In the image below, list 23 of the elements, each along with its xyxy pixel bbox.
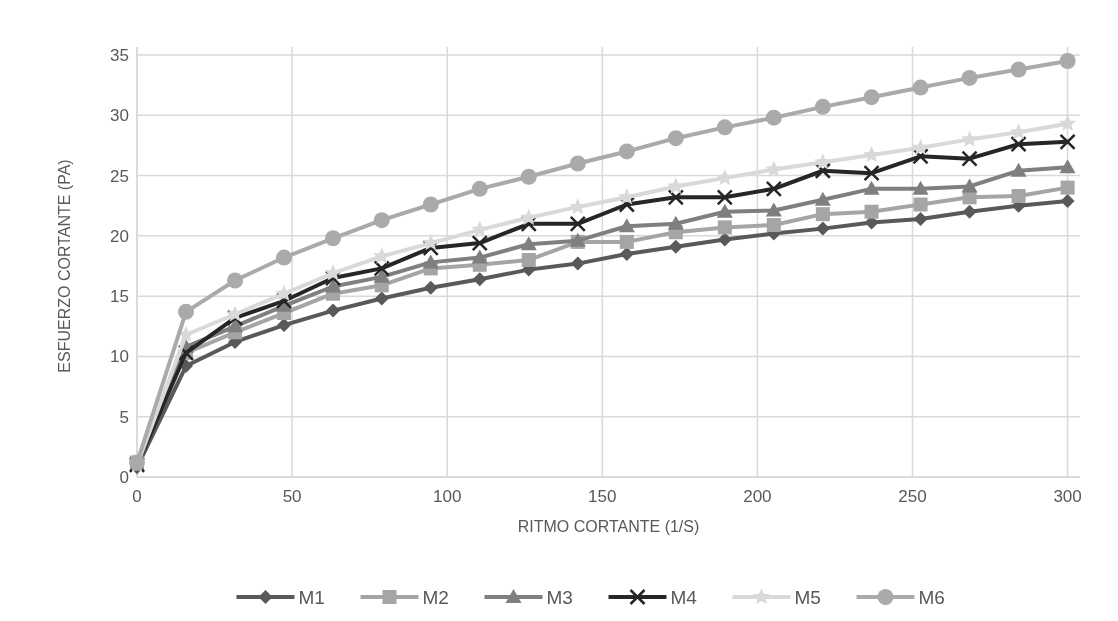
y-axis-title: ESFUERZO CORTANTE (PA) <box>56 159 73 373</box>
y-tick-label: 10 <box>110 347 129 367</box>
x-tick-label: 100 <box>433 487 462 506</box>
x-tick-label: 0 <box>132 487 142 506</box>
y-tick-label: 5 <box>119 407 129 427</box>
y-tick-label: 30 <box>110 106 129 126</box>
x-tick-label: 250 <box>898 487 927 506</box>
y-tick-label: 25 <box>110 166 129 186</box>
x-tick-label: 300 <box>1053 487 1082 506</box>
y-tick-label: 35 <box>110 45 129 65</box>
y-tick-label: 15 <box>110 287 129 307</box>
x-tick-label: 200 <box>743 487 772 506</box>
legend-label: M6 <box>918 586 945 608</box>
legend-label: M3 <box>546 586 573 608</box>
legend-label: M4 <box>670 586 698 608</box>
legend-label: M1 <box>298 586 325 608</box>
legend-label: M2 <box>422 586 449 608</box>
y-tick-label: 0 <box>119 467 129 487</box>
x-tick-label: 50 <box>282 487 302 506</box>
legend-label: M5 <box>794 586 821 608</box>
x-tick-label: 150 <box>588 487 617 506</box>
x-axis-title: RITMO CORTANTE (1/S) <box>517 518 700 535</box>
y-tick-label: 20 <box>110 226 129 246</box>
